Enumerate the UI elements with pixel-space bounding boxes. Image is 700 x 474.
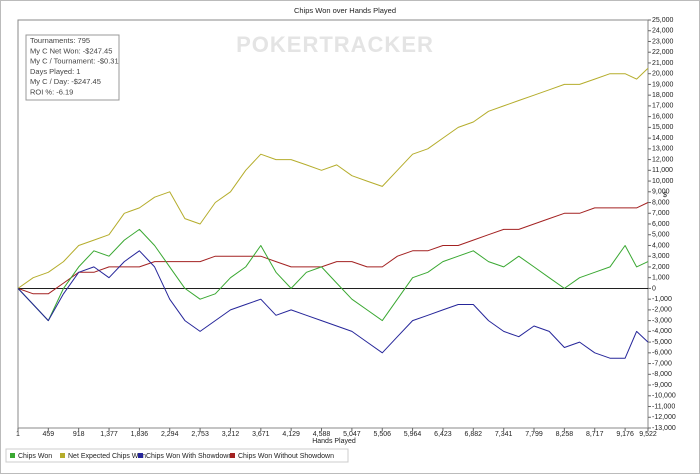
chart-title: Chips Won over Hands Played [294, 6, 396, 15]
y-tick-label: -6,000 [652, 350, 672, 357]
y-tick-label: 4,000 [652, 242, 670, 249]
y-tick-label: 0 [652, 285, 656, 292]
x-tick-label: 3,671 [252, 431, 270, 438]
x-tick-label: 1 [16, 431, 20, 438]
x-tick-label: 9,176 [616, 431, 634, 438]
x-tick-label: 6,423 [434, 431, 452, 438]
y-tick-label: -9,000 [652, 382, 672, 389]
y-tick-label: -12,000 [652, 414, 676, 421]
y-tick-label: 10,000 [652, 178, 674, 185]
stat-line: Tournaments: 795 [30, 36, 90, 45]
y-tick-label: 25,000 [652, 17, 674, 24]
x-tick-label: 7,799 [525, 431, 543, 438]
legend-box [5, 448, 349, 463]
x-tick-label: 459 [42, 431, 54, 438]
y-tick-label: 8,000 [652, 199, 670, 206]
legend-swatch [10, 453, 15, 458]
y-tick-label: -13,000 [652, 425, 676, 432]
legend-label: Chips Won [18, 453, 52, 460]
legend-label: Chips Won Without Showdown [238, 453, 334, 460]
x-tick-label: 6,882 [465, 431, 483, 438]
y-tick-label: 12,000 [652, 156, 674, 163]
y-tick-label: -4,000 [652, 328, 672, 335]
stat-line: Days Played: 1 [30, 67, 80, 76]
y-tick-label: 18,000 [652, 92, 674, 99]
y-tick-label: 17,000 [652, 103, 674, 110]
x-tick-label: 1,836 [131, 431, 149, 438]
y-tick-label: -11,000 [652, 403, 675, 410]
x-tick-label: 2,294 [161, 431, 179, 438]
y-tick-label: 2,000 [652, 264, 670, 271]
y-tick-label: 7,000 [652, 210, 670, 217]
y-tick-label: 23,000 [652, 38, 674, 45]
y-tick-label: -7,000 [652, 360, 672, 367]
series-line [17, 67, 649, 289]
x-tick-label: 7,341 [495, 431, 513, 438]
stat-line: My C / Tournament: -$0.31 [30, 57, 119, 66]
stat-line: My C / Day: -$247.45 [30, 77, 101, 86]
x-tick-label: 4,129 [282, 431, 300, 438]
series-line [17, 250, 649, 359]
y-tick-label: 16,000 [652, 113, 674, 120]
y-tick-label: 3,000 [652, 253, 670, 260]
y-tick-label: -8,000 [652, 371, 672, 378]
series-line [17, 228, 649, 322]
y-tick-label: 24,000 [652, 28, 674, 35]
legend-label: Net Expected Chips Won [68, 453, 146, 460]
x-axis-label: Hands Played [312, 438, 356, 445]
x-tick-label: 5,964 [404, 431, 422, 438]
stats-box [25, 34, 120, 101]
y-tick-label: 19,000 [652, 81, 674, 88]
x-tick-label: 8,717 [586, 431, 604, 438]
watermark: POKERTRACKER [236, 32, 434, 57]
y-tick-label: 9,000 [652, 189, 670, 196]
legend-swatch [60, 453, 65, 458]
x-tick-label: 5,047 [343, 431, 361, 438]
y-tick-label: -3,000 [652, 317, 672, 324]
stat-line: My C Net Won: -$247.45 [30, 46, 112, 55]
stat-line: ROI %: -6.19 [30, 87, 73, 96]
y-tick-label: 1,000 [652, 275, 670, 282]
x-tick-label: 918 [73, 431, 85, 438]
y-tick-label: 6,000 [652, 221, 670, 228]
y-tick-label: 15,000 [652, 124, 674, 131]
x-tick-label: 8,258 [556, 431, 574, 438]
y-tick-label: 21,000 [652, 60, 674, 67]
y-tick-label: 11,000 [652, 167, 673, 174]
y-tick-label: -5,000 [652, 339, 672, 346]
legend-swatch [230, 453, 235, 458]
y-tick-label: 14,000 [652, 135, 674, 142]
y-tick-label: 5,000 [652, 232, 670, 239]
y-tick-label: 20,000 [652, 71, 674, 78]
x-tick-label: 1,377 [100, 431, 118, 438]
legend-swatch [138, 453, 143, 458]
y-axis-label: $ [663, 192, 667, 199]
series-line [17, 202, 649, 295]
y-tick-label: 22,000 [652, 49, 674, 56]
x-tick-label: 3,212 [222, 431, 240, 438]
y-tick-label: -10,000 [652, 393, 676, 400]
x-tick-label: 5,506 [373, 431, 391, 438]
x-tick-label: 2,753 [191, 431, 209, 438]
x-tick-label: 9,522 [639, 431, 657, 438]
y-tick-label: 13,000 [652, 146, 674, 153]
x-tick-label: 4,588 [313, 431, 331, 438]
y-tick-label: -2,000 [652, 307, 672, 314]
legend-label: Chips Won With Showdown [146, 453, 232, 460]
y-tick-label: -1,000 [652, 296, 672, 303]
